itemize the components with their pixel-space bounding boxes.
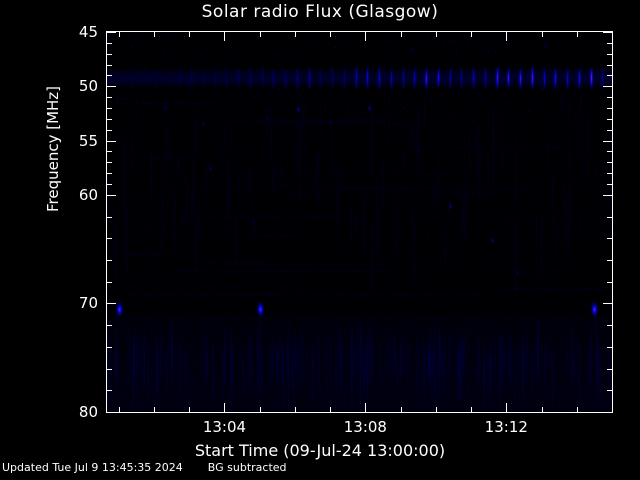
y-tick-minor — [607, 130, 612, 131]
x-tick-minor — [295, 32, 296, 37]
y-tick-minor — [107, 162, 112, 163]
y-tick-minor — [107, 325, 112, 326]
y-tick-minor — [607, 162, 612, 163]
y-tick-minor — [607, 54, 612, 55]
x-tick-minor — [295, 407, 296, 412]
y-tick-minor — [607, 173, 612, 174]
y-tick-minor — [607, 217, 612, 218]
y-tick-minor — [607, 325, 612, 326]
y-tick-major — [603, 303, 612, 304]
y-tick-minor — [607, 43, 612, 44]
y-tick-minor — [107, 65, 112, 66]
x-tick-minor — [577, 32, 578, 37]
x-tick-minor — [471, 32, 472, 37]
y-tick-minor — [107, 347, 112, 348]
y-tick-label: 80 — [78, 403, 98, 421]
y-tick-minor — [107, 75, 112, 76]
x-tick-minor — [542, 32, 543, 37]
y-tick-minor — [107, 390, 112, 391]
x-tick-minor — [154, 32, 155, 37]
y-tick-major — [107, 195, 116, 196]
x-tick-minor — [189, 32, 190, 37]
y-tick-minor — [107, 151, 112, 152]
y-tick-major — [603, 141, 612, 142]
x-tick-minor — [119, 407, 120, 412]
y-tick-minor — [107, 173, 112, 174]
y-tick-minor — [607, 75, 612, 76]
x-tick-minor — [436, 407, 437, 412]
x-tick-major — [506, 32, 507, 41]
y-tick-minor — [607, 282, 612, 283]
x-tick-label: 13:08 — [343, 418, 387, 436]
y-tick-label: 45 — [78, 23, 98, 41]
y-tick-label: 70 — [78, 294, 98, 313]
x-tick-major — [365, 32, 366, 41]
y-tick-major — [107, 412, 116, 413]
y-tick-minor — [607, 65, 612, 66]
x-tick-minor — [401, 32, 402, 37]
x-tick-label: 13:04 — [202, 418, 247, 436]
x-tick-minor — [436, 32, 437, 37]
y-tick-minor — [607, 151, 612, 152]
y-axis-title: Frequency [MHz] — [44, 85, 62, 213]
y-tick-minor — [107, 108, 112, 109]
y-tick-minor — [107, 238, 112, 239]
y-tick-minor — [607, 108, 612, 109]
footer-note-text: BG subtracted — [207, 461, 287, 474]
y-tick-minor — [107, 43, 112, 44]
y-tick-major — [603, 86, 612, 87]
x-tick-minor — [330, 32, 331, 37]
x-tick-minor — [154, 407, 155, 412]
x-tick-label: 13:12 — [484, 418, 528, 436]
y-tick-major — [603, 412, 612, 413]
y-tick-major — [107, 141, 116, 142]
x-tick-minor — [471, 407, 472, 412]
y-tick-major — [107, 303, 116, 304]
y-tick-minor — [107, 217, 112, 218]
y-tick-minor — [607, 184, 612, 185]
y-tick-minor — [107, 282, 112, 283]
y-tick-label: 50 — [78, 77, 98, 96]
x-tick-minor — [260, 407, 261, 412]
x-tick-minor — [189, 407, 190, 412]
y-tick-minor — [607, 390, 612, 391]
y-tick-label: 60 — [78, 185, 98, 204]
y-tick-major — [603, 195, 612, 196]
x-tick-minor — [119, 32, 120, 37]
x-tick-major — [506, 403, 507, 412]
y-tick-minor — [107, 54, 112, 55]
x-tick-major — [224, 32, 225, 41]
y-tick-minor — [607, 119, 612, 120]
x-tick-minor — [330, 407, 331, 412]
y-tick-minor — [107, 260, 112, 261]
x-tick-minor — [401, 407, 402, 412]
footer-updated-text: Updated Tue Jul 9 13:45:35 2024 — [2, 461, 183, 474]
y-tick-minor — [607, 347, 612, 348]
y-tick-minor — [107, 97, 112, 98]
x-axis-title: Start Time (09-Jul-24 13:00:00) — [194, 441, 446, 460]
spectrogram-image — [107, 32, 612, 412]
y-tick-minor — [607, 238, 612, 239]
page-title: Solar radio Flux (Glasgow) — [201, 2, 439, 22]
y-tick-minor — [107, 184, 112, 185]
x-tick-minor — [577, 407, 578, 412]
x-tick-minor — [542, 407, 543, 412]
footer-status: Updated Tue Jul 9 13:45:35 2024 BG subtr… — [2, 461, 287, 474]
y-tick-major — [603, 32, 612, 33]
y-tick-minor — [107, 130, 112, 131]
plot-area — [106, 31, 613, 413]
y-tick-label: 55 — [78, 131, 98, 150]
x-tick-major — [365, 403, 366, 412]
y-tick-minor — [607, 369, 612, 370]
x-tick-major — [224, 403, 225, 412]
y-tick-minor — [607, 260, 612, 261]
y-tick-major — [107, 86, 116, 87]
y-tick-minor — [107, 369, 112, 370]
y-tick-minor — [107, 119, 112, 120]
y-tick-major — [107, 32, 116, 33]
y-tick-minor — [607, 97, 612, 98]
x-tick-minor — [260, 32, 261, 37]
